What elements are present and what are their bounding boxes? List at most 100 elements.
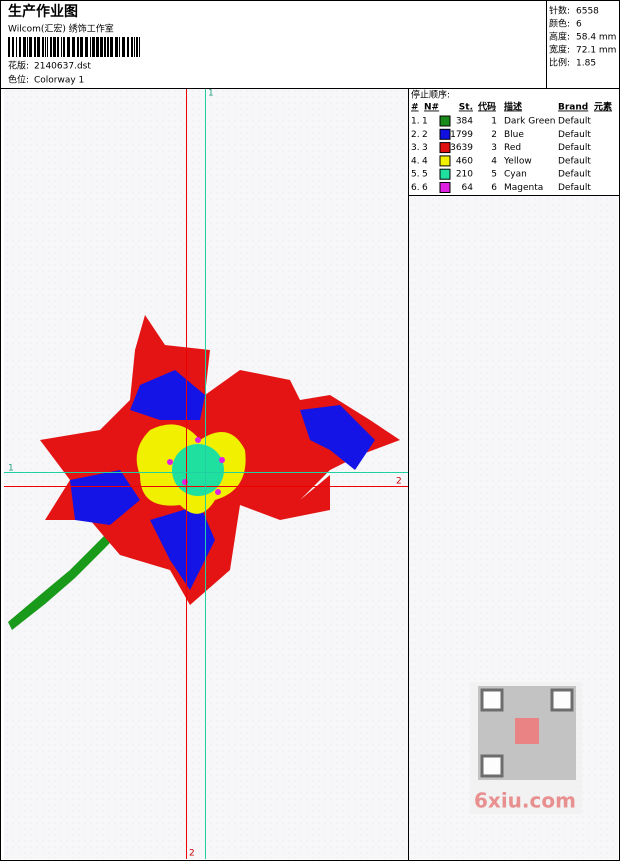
bar-stripe — [67, 37, 70, 57]
stitches: 1799 — [450, 130, 473, 140]
bar-stripe — [34, 37, 36, 57]
column-header: 代码 — [477, 101, 496, 113]
guide-label: 1 — [8, 464, 14, 474]
stitches: 460 — [456, 156, 473, 166]
needle: 1 — [422, 117, 428, 127]
bar-stripe — [92, 37, 95, 57]
bar-stripe — [139, 37, 140, 57]
bar-stripe — [80, 37, 83, 57]
stitches: 3639 — [450, 143, 473, 153]
bar-stripe — [47, 37, 48, 57]
color-swatch — [439, 115, 451, 127]
color-swatch — [439, 182, 451, 193]
bar-stripe — [77, 37, 79, 57]
bar-stripe — [96, 37, 99, 57]
brand: Default — [558, 170, 591, 180]
column-header: St. — [459, 103, 473, 113]
info-value: 58.4 mm — [576, 33, 616, 43]
bar-stripe — [19, 37, 21, 57]
needle: 5 — [422, 170, 428, 180]
info-value: 1.85 — [576, 59, 596, 69]
bar-stripe — [90, 37, 91, 57]
row-number: 3. — [411, 143, 420, 153]
bar-stripe — [119, 37, 120, 57]
info-label: 比例: — [549, 57, 570, 69]
bar-stripe — [107, 37, 109, 57]
bar-stripe — [85, 37, 88, 57]
code: 2 — [491, 130, 497, 140]
guide-label: 2 — [189, 849, 195, 859]
guide-label: 1 — [208, 89, 214, 99]
info-label: 针数: — [549, 5, 570, 17]
code: 6 — [491, 183, 497, 193]
column-header: # — [411, 103, 419, 113]
description: Red — [504, 143, 521, 153]
row-number: 6. — [411, 183, 420, 193]
bar-stripe — [127, 37, 129, 57]
title: 生产作业图 — [8, 3, 78, 20]
column-header: N# — [424, 103, 439, 113]
info-value: 6 — [576, 20, 582, 30]
code: 3 — [491, 143, 497, 153]
code: 5 — [491, 170, 497, 180]
info-value: 6558 — [576, 7, 599, 17]
guide-label: 2 — [396, 477, 402, 487]
color-swatch — [439, 168, 451, 180]
bar-stripe — [100, 37, 103, 57]
embroidery — [8, 315, 400, 630]
needle: 4 — [422, 156, 428, 166]
field-value: 2140637.dst — [34, 62, 91, 72]
bar-stripe — [134, 37, 135, 57]
column-header: 描述 — [504, 101, 522, 113]
bar-stripe — [37, 37, 40, 57]
needle: 2 — [422, 130, 428, 140]
needle: 6 — [422, 183, 428, 193]
bar-stripe — [42, 37, 44, 57]
stitches: 384 — [456, 117, 473, 127]
bar-stripe — [122, 37, 125, 57]
color-swatch — [439, 155, 451, 167]
bar-stripe — [45, 37, 46, 57]
bar-stripe — [12, 37, 14, 57]
bar-stripe — [131, 37, 133, 57]
brand: Default — [558, 143, 591, 153]
description: Cyan — [504, 170, 527, 180]
row-number: 1. — [411, 117, 420, 127]
bar-stripe — [27, 37, 28, 57]
description: Yellow — [503, 156, 532, 166]
brand: Default — [558, 130, 591, 140]
bar-stripe — [104, 37, 106, 57]
cyan-center — [172, 444, 224, 496]
bar-stripe — [8, 37, 10, 57]
bar-stripe — [50, 37, 52, 57]
watermark: 6xiu.com — [474, 789, 576, 813]
row-number: 4. — [411, 156, 420, 166]
subtitle: Wilcom(汇宏) 绣饰工作室 — [8, 23, 114, 35]
info-label: 宽度: — [549, 44, 570, 56]
bar-stripe — [57, 37, 59, 57]
field-value: Colorway 1 — [34, 76, 84, 86]
description: Magenta — [504, 183, 543, 193]
info-label: 高度: — [549, 31, 570, 43]
column-header: 元素 — [594, 101, 612, 113]
bar-stripe — [115, 37, 118, 57]
brand: Default — [558, 117, 591, 127]
stem — [8, 515, 130, 630]
bar-stripe — [136, 37, 138, 57]
description: Dark Green — [504, 117, 555, 127]
table-title: 停止顺序: — [411, 89, 450, 101]
bar-stripe — [53, 37, 56, 57]
brand: Default — [558, 156, 591, 166]
needle: 3 — [422, 143, 428, 153]
stitches: 210 — [456, 170, 473, 180]
qr-watermark — [470, 682, 582, 814]
row-number: 2. — [411, 130, 420, 140]
bar-stripe — [72, 37, 75, 57]
field-label: 花版: — [8, 60, 29, 72]
row-number: 5. — [411, 170, 420, 180]
field-label: 色位: — [8, 74, 29, 86]
color-swatch — [439, 128, 451, 140]
bar-stripe — [63, 37, 65, 57]
barcode — [8, 37, 140, 57]
